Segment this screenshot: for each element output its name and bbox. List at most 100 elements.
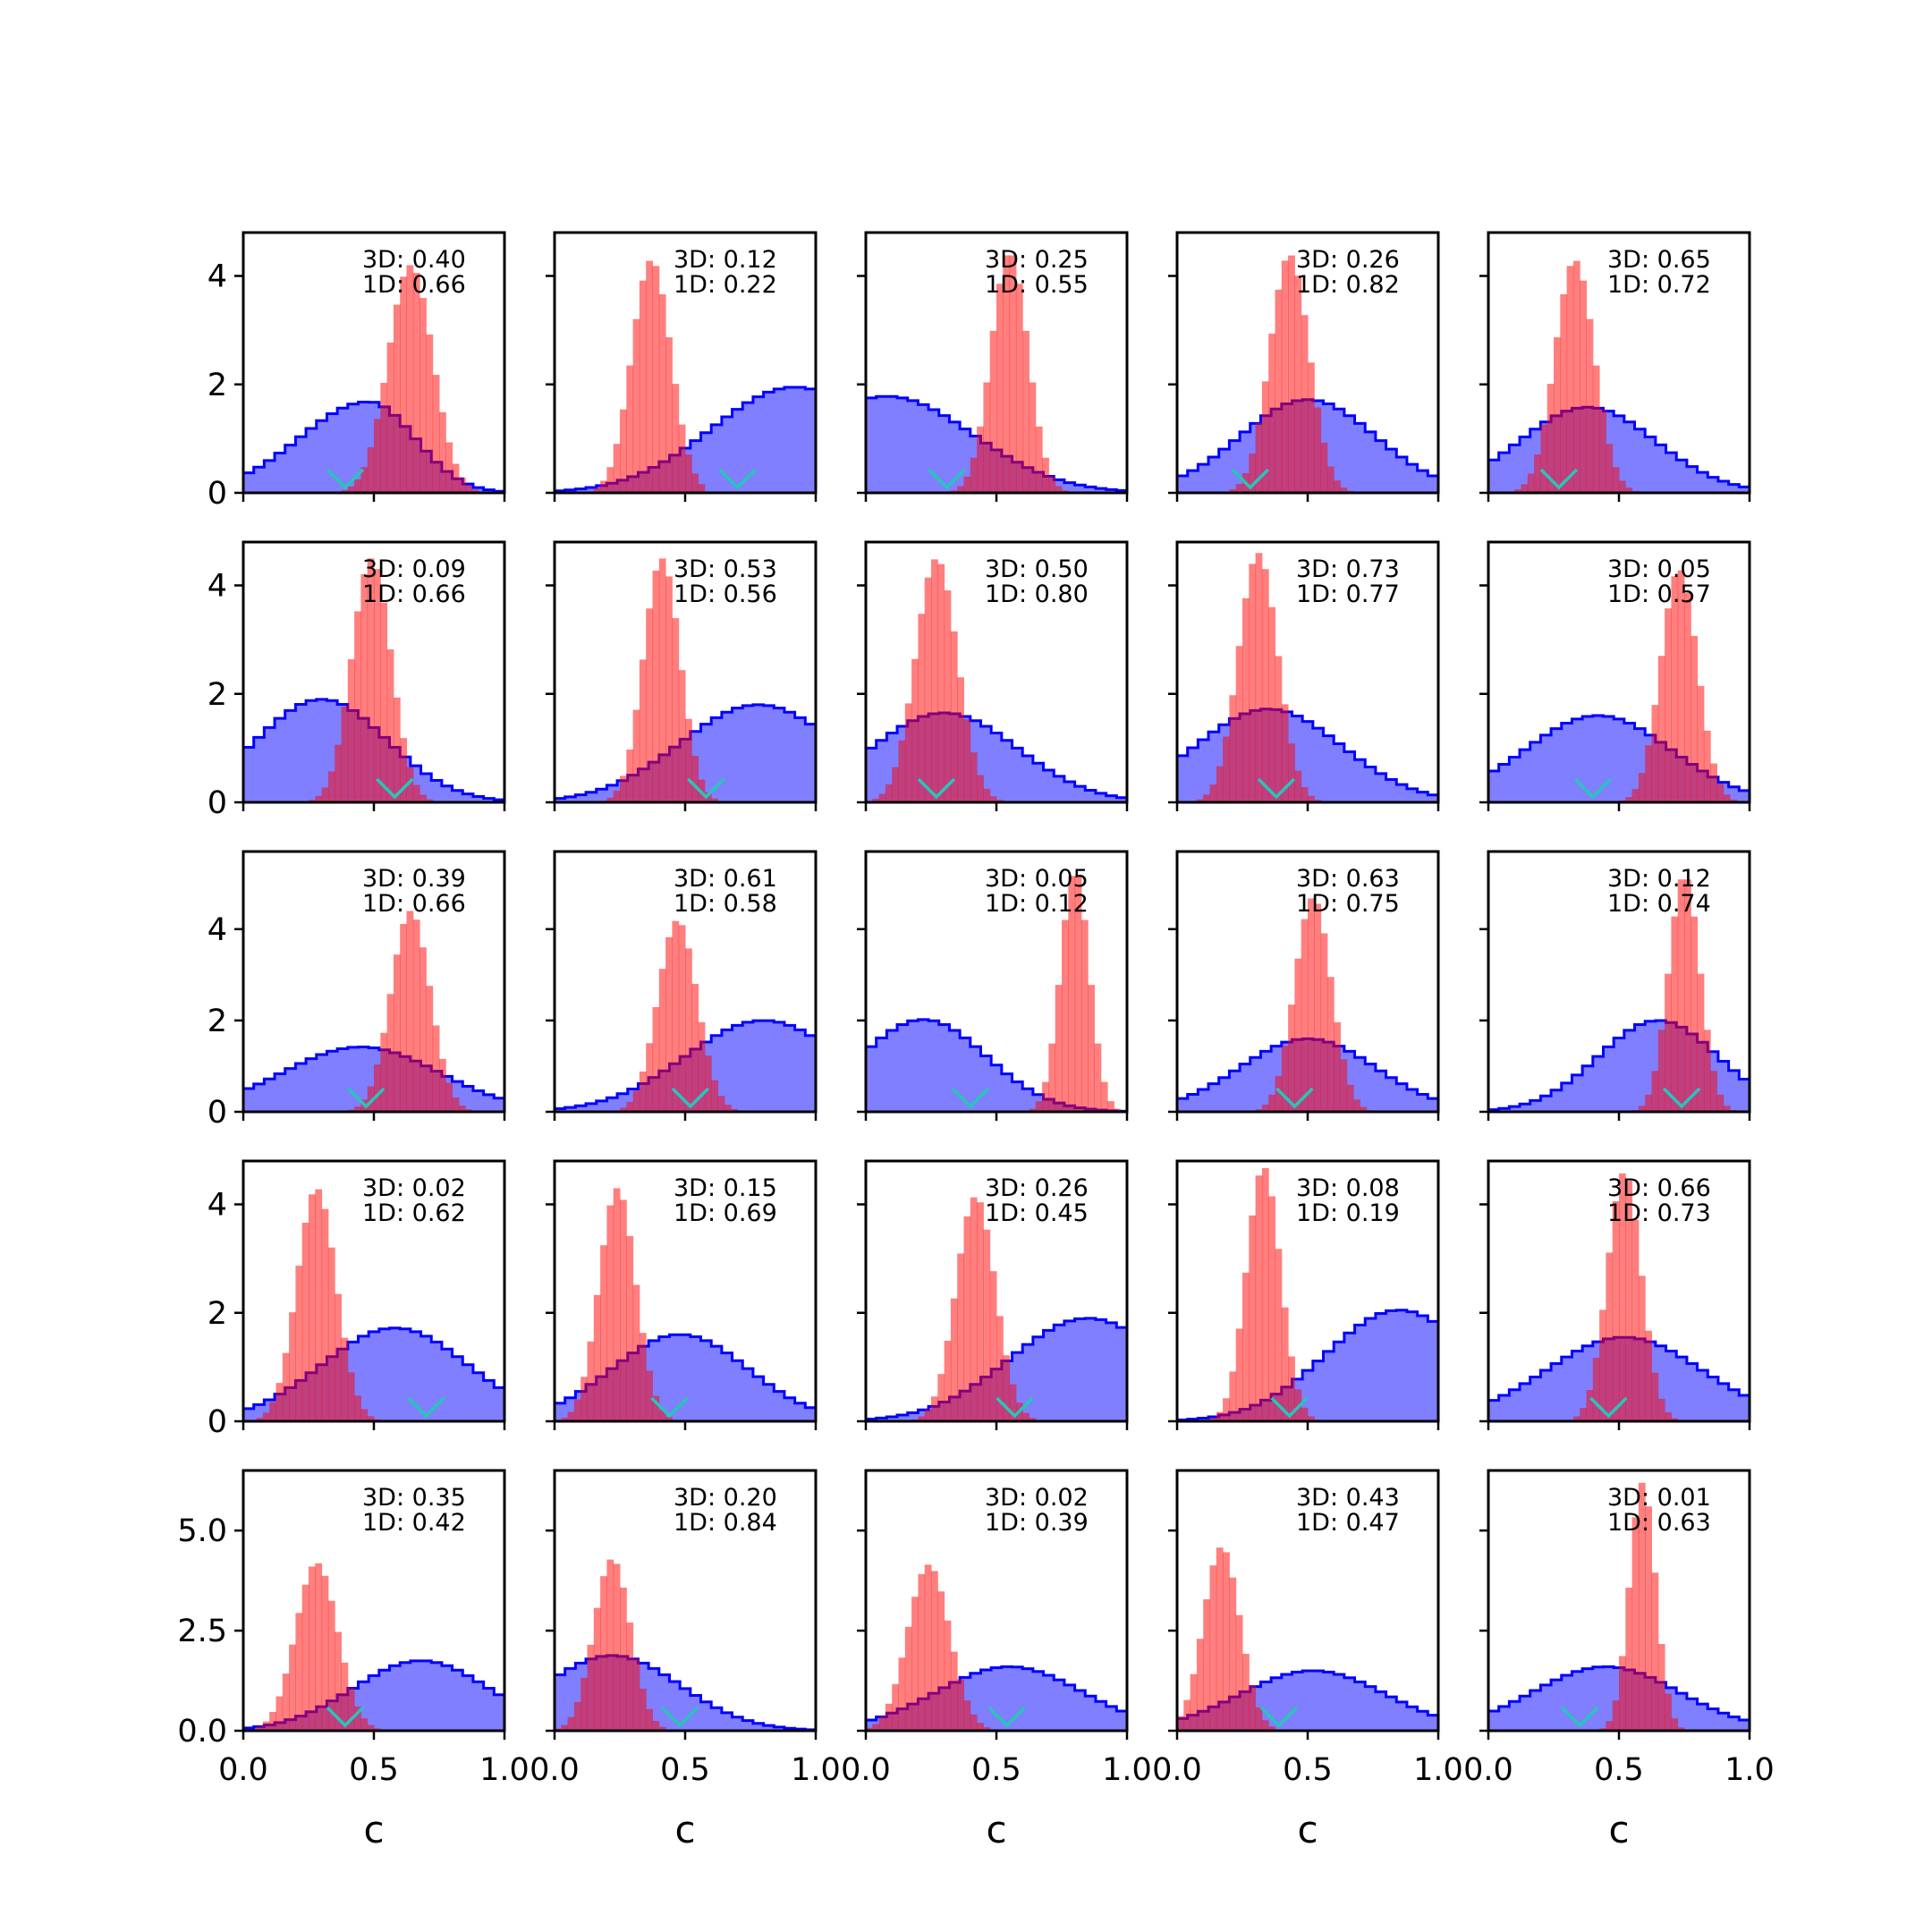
panel-plot-area [555,1188,816,1421]
hist-1d-bar [321,1575,329,1731]
x-tick-label: 0.0 [218,1752,268,1788]
hist-1d-bar [970,1197,978,1421]
hist-1d-bar [1651,1372,1659,1421]
best-fit-marker [1560,1706,1599,1728]
hist-1d-bar [1223,1398,1230,1421]
hist-1d-bar [341,489,349,493]
best-fit-marker [1275,1087,1314,1109]
hist-1d-bar [613,1188,621,1421]
hist-1d-bar [1326,466,1335,493]
hist-1d-bar [885,1703,893,1731]
hist-1d-bar [406,911,414,1112]
hist-1d-bar [1288,743,1295,802]
hist-1d-bar [335,1293,342,1421]
hist-1d-bar [1048,476,1056,493]
panel-plot-area [1488,260,1750,493]
hist-1d-bar [639,1071,647,1112]
hist-1d-bar [347,659,355,802]
hist-1d-bar [256,1418,264,1421]
hist-1d-bar [1599,1309,1606,1421]
hist-1d-bar [1645,1094,1652,1112]
hist-3d-outline [1488,405,1750,488]
hist-1d-bar [1229,1577,1237,1731]
x-tick-label: 0.5 [1283,1752,1333,1788]
hist-1d-bar [646,1708,653,1731]
hist-1d-bar [1586,1390,1594,1421]
hist-1d-bar [1723,794,1731,802]
annotation-1d: 1D: 0.72 [1607,271,1711,299]
hist-1d-bar [1275,1249,1283,1421]
hist-3d-fill [555,387,816,493]
annotation-1d: 1D: 0.56 [674,580,777,608]
hist-1d-bar [620,409,627,493]
hist-1d-bar [347,1688,355,1731]
hist-1d-bar [970,1714,978,1731]
annotation-3d: 3D: 0.09 [362,555,466,583]
hist-1d-bar [1527,473,1535,493]
hist-1d-bar [1625,1181,1633,1421]
hist-1d-bar [652,1395,660,1421]
hist-1d-bar [1275,289,1283,493]
hist-1d-bar [1229,695,1237,802]
hist-1d-bar [931,1571,938,1731]
panel-plot-area [866,1564,1127,1731]
hist-1d-bar [1035,426,1043,493]
hist-1d-bar [1514,489,1521,493]
hist-1d-bar [904,1626,912,1731]
hist-1d-bar [1209,784,1217,802]
hist-1d-bar [360,573,369,802]
hist-1d-bar [1249,1685,1257,1731]
panel-plot-area [1177,1547,1438,1731]
hist-1d-bar [963,1700,971,1731]
hist-1d-bar [347,486,355,493]
hist-1d-bar [1665,608,1672,802]
hist-1d-bar [580,1677,588,1731]
panel-plot-area [1177,553,1438,802]
hist-1d-bar [963,1216,971,1421]
hist-1d-bar [1580,1408,1587,1421]
hist-1d-bar [613,444,621,493]
hist-1d-bar [989,1271,997,1421]
hist-1d-bar [471,489,479,493]
best-fit-marker [1589,1396,1628,1419]
hist-1d-bar [957,677,964,802]
best-fit-marker [326,1706,365,1728]
hist-1d-bar [626,365,634,493]
hist-1d-bar [1249,564,1257,802]
hist-1d-bar [996,1316,1004,1421]
hist-1d-bar [711,798,718,802]
hist-1d-bar [1651,1572,1659,1731]
hist-1d-bar [426,986,434,1112]
hist-1d-bar [360,1718,369,1731]
hist-1d-bar [393,304,401,493]
hist-1d-bar [1657,1030,1665,1112]
hist-1d-bar [731,1108,738,1112]
hist-1d-bar [301,1584,309,1731]
y-tick-label: 4 [208,1188,227,1224]
hist-1d-bar [1690,635,1699,802]
hist-1d-bar [275,1696,284,1731]
hist-1d-bar [1606,444,1614,493]
hist-1d-bar [295,1613,303,1731]
panel-plot-area [243,558,504,802]
hist-1d-bar [1586,318,1594,493]
hist-1d-bar [1261,1720,1269,1731]
hist-1d-bar [367,447,375,493]
hist-1d-bar [1665,1411,1672,1421]
hist-1d-bar [1703,730,1711,802]
x-axis-label: c [1608,1808,1629,1852]
hist-1d-bar [898,740,906,802]
best-fit-marker [1573,777,1613,800]
best-fit-marker [650,1396,689,1419]
hist-1d-bar [1249,1215,1257,1421]
hist-1d-bar [996,284,1004,493]
hist-1d-bar [1697,685,1705,802]
annotation-1d: 1D: 0.66 [362,580,466,608]
hist-1d-bar [1100,1081,1108,1112]
x-tick-label: 0.5 [1594,1752,1644,1788]
y-tick-label: 0.0 [177,1714,227,1750]
